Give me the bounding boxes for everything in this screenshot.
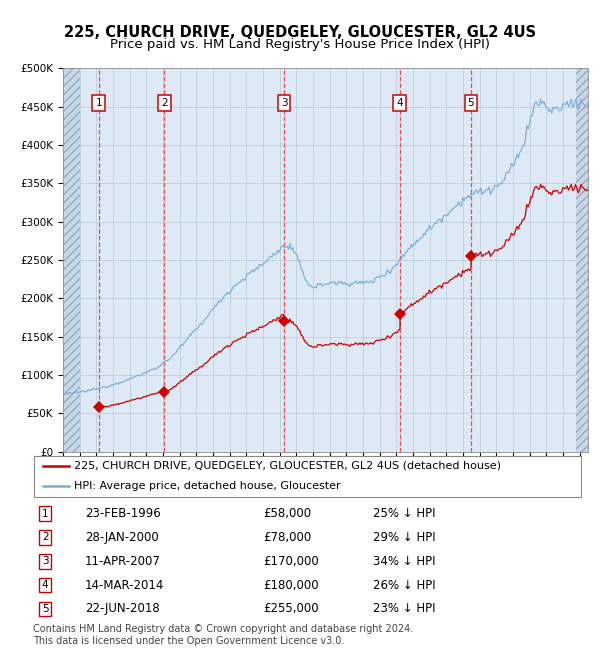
Text: 5: 5 (467, 98, 474, 108)
Text: 29% ↓ HPI: 29% ↓ HPI (373, 531, 436, 544)
Text: 225, CHURCH DRIVE, QUEDGELEY, GLOUCESTER, GL2 4US: 225, CHURCH DRIVE, QUEDGELEY, GLOUCESTER… (64, 25, 536, 40)
FancyBboxPatch shape (34, 456, 581, 497)
Text: 22-JUN-2018: 22-JUN-2018 (85, 603, 160, 616)
Text: 25% ↓ HPI: 25% ↓ HPI (373, 507, 436, 520)
Text: 23-FEB-1996: 23-FEB-1996 (85, 507, 161, 520)
Text: 5: 5 (42, 604, 49, 614)
Text: 1: 1 (95, 98, 102, 108)
Text: 4: 4 (42, 580, 49, 590)
Bar (575, 68, 588, 452)
Text: £180,000: £180,000 (263, 578, 319, 592)
Text: 1: 1 (42, 509, 49, 519)
Text: £255,000: £255,000 (263, 603, 319, 616)
Text: 3: 3 (42, 556, 49, 566)
Text: £58,000: £58,000 (263, 507, 312, 520)
Text: £170,000: £170,000 (263, 555, 319, 568)
Text: Contains HM Land Registry data © Crown copyright and database right 2024.
This d: Contains HM Land Registry data © Crown c… (33, 624, 413, 645)
Text: 225, CHURCH DRIVE, QUEDGELEY, GLOUCESTER, GL2 4US (detached house): 225, CHURCH DRIVE, QUEDGELEY, GLOUCESTER… (74, 461, 501, 471)
Text: £78,000: £78,000 (263, 531, 312, 544)
Text: 11-APR-2007: 11-APR-2007 (85, 555, 161, 568)
Text: 3: 3 (281, 98, 287, 108)
Text: 2: 2 (161, 98, 167, 108)
Text: 26% ↓ HPI: 26% ↓ HPI (373, 578, 436, 592)
Text: 23% ↓ HPI: 23% ↓ HPI (373, 603, 436, 616)
Text: 28-JAN-2000: 28-JAN-2000 (85, 531, 159, 544)
Text: 14-MAR-2014: 14-MAR-2014 (85, 578, 164, 592)
Text: 4: 4 (397, 98, 403, 108)
Text: 2: 2 (42, 532, 49, 543)
Bar (63, 68, 80, 452)
Text: 34% ↓ HPI: 34% ↓ HPI (373, 555, 436, 568)
Text: Price paid vs. HM Land Registry's House Price Index (HPI): Price paid vs. HM Land Registry's House … (110, 38, 490, 51)
Text: HPI: Average price, detached house, Gloucester: HPI: Average price, detached house, Glou… (74, 481, 341, 491)
